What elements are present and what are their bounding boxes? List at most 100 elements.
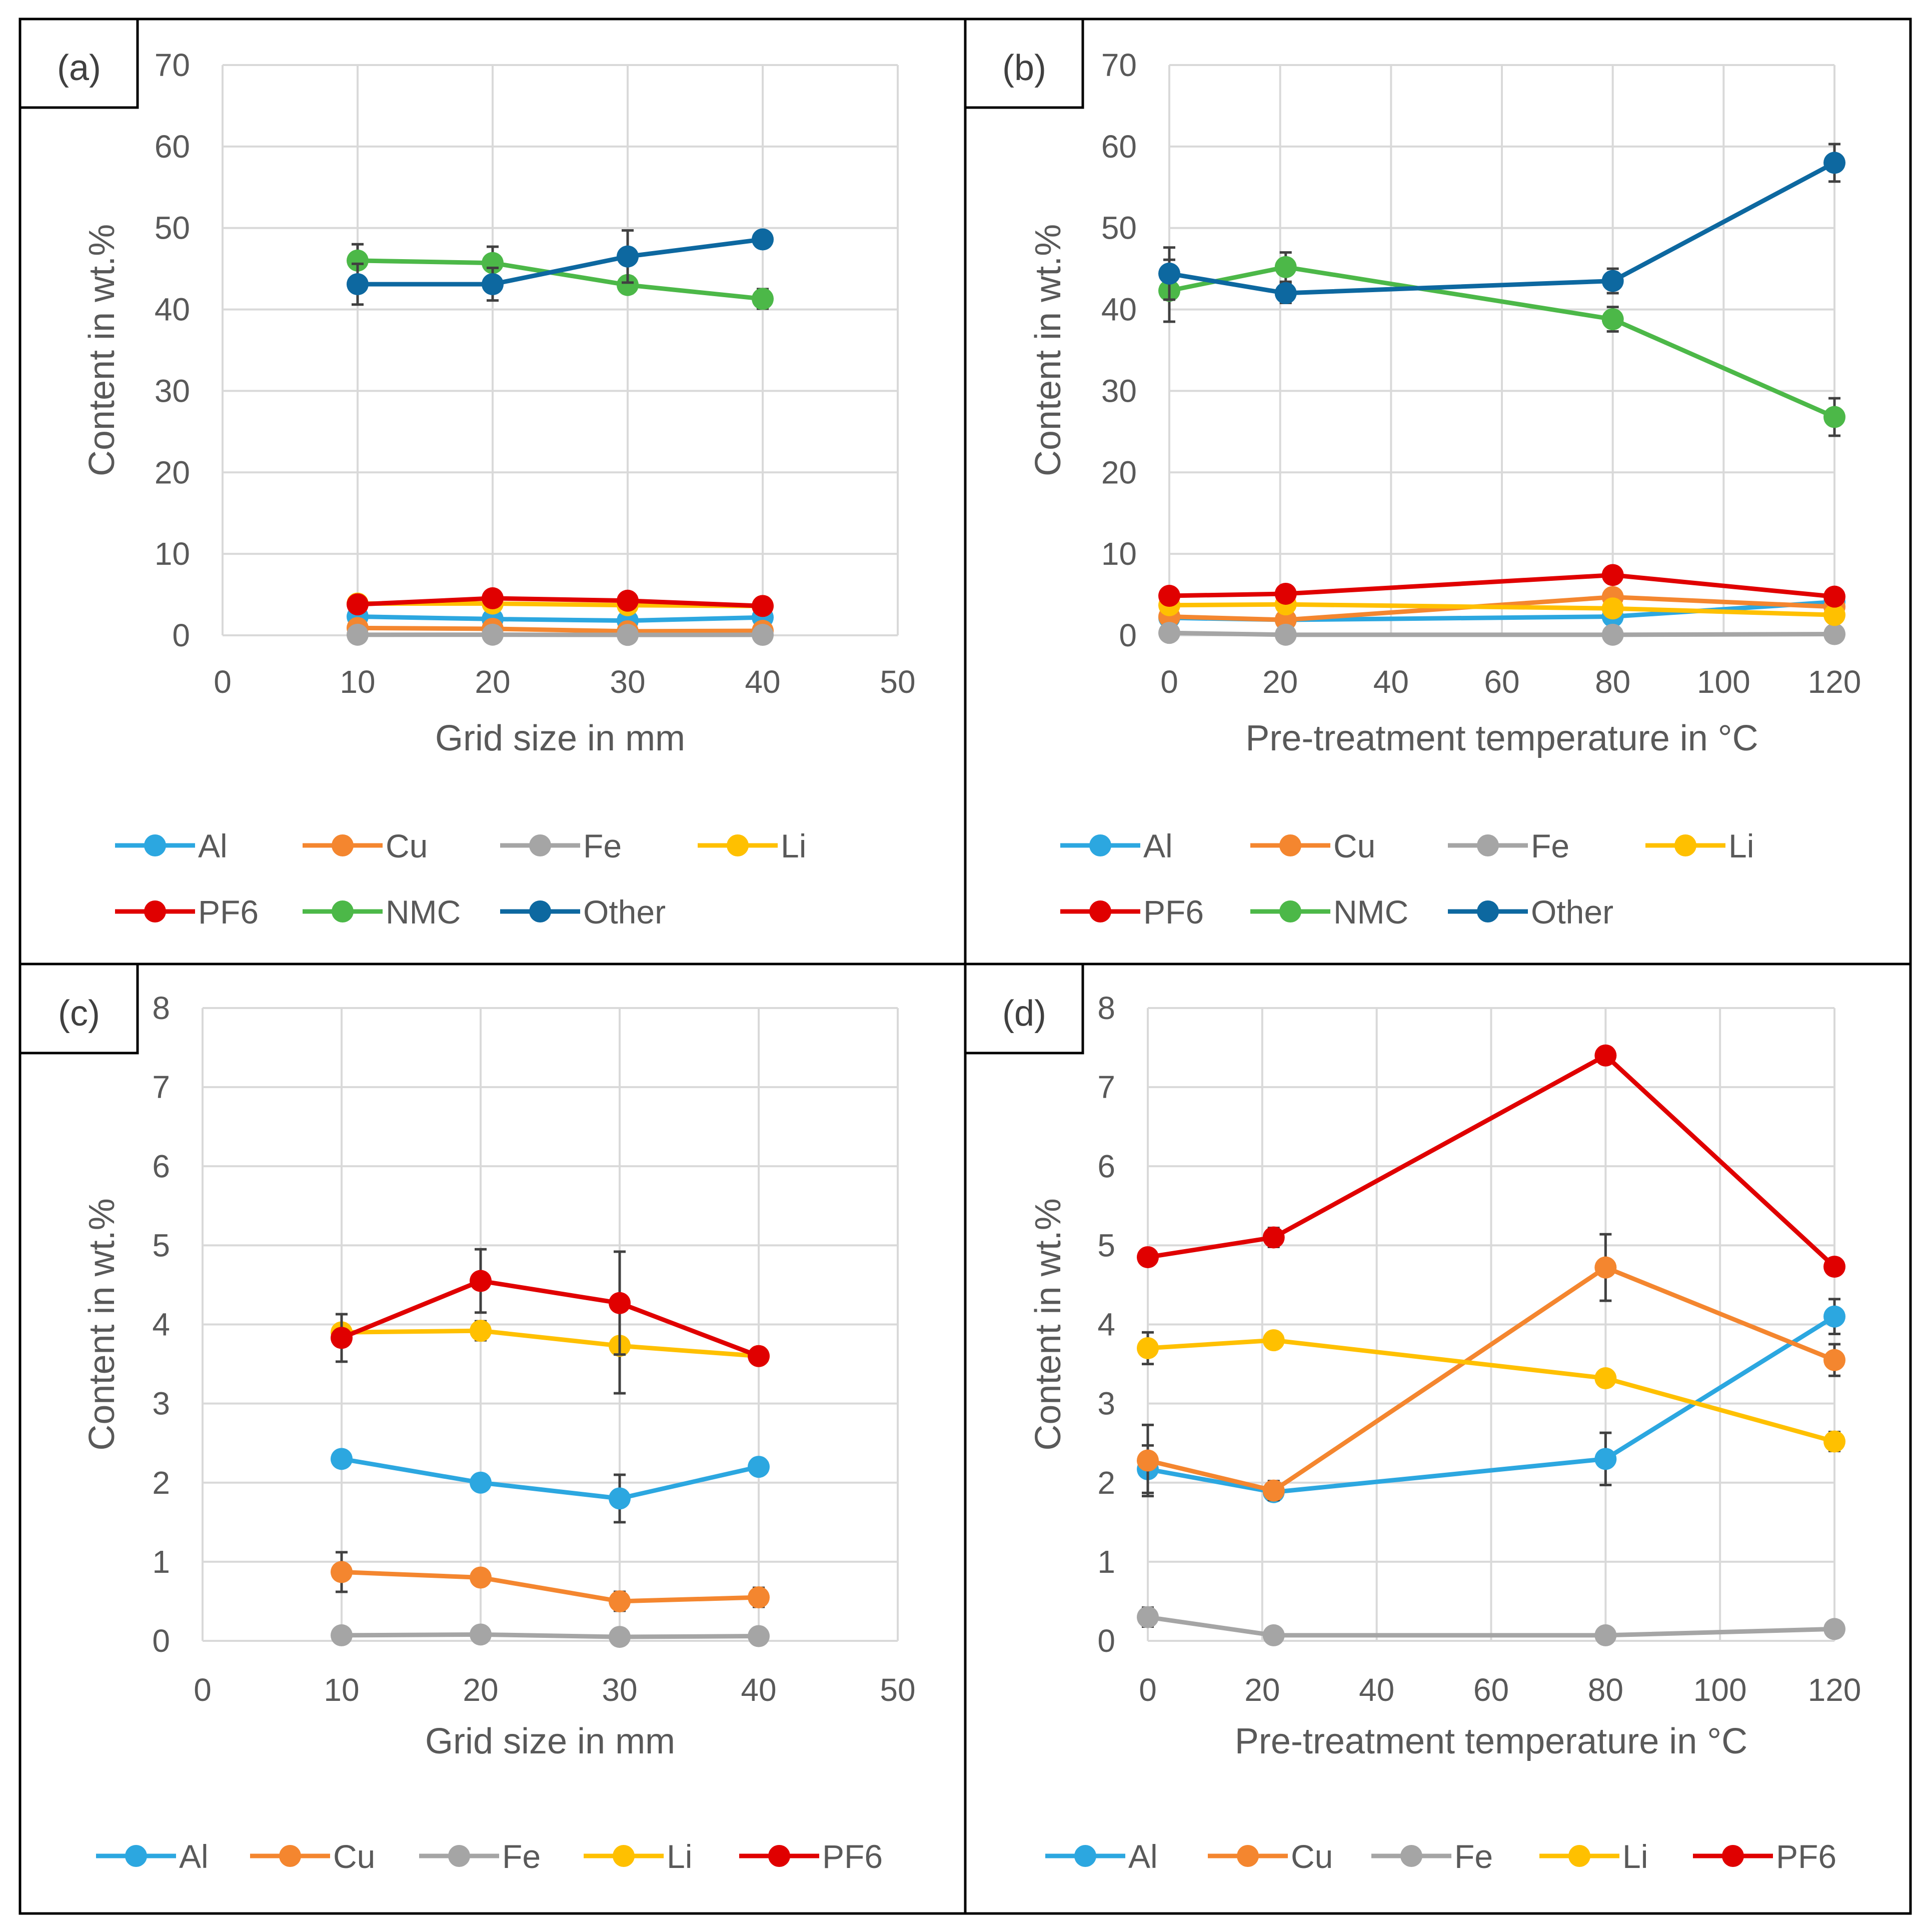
data-point (1594, 1367, 1617, 1390)
panel-b: 0 20 40 60 80 100 120 0 10 20 30 40 50 60 70 Pre-treatm… (964, 18, 1912, 965)
data-point (752, 595, 774, 617)
legend-label: PF6 (198, 893, 259, 930)
data-point (470, 1471, 492, 1494)
data-point (1137, 1606, 1159, 1628)
legend-label: Li (1728, 827, 1754, 864)
data-point (748, 1456, 770, 1478)
y-tick-label: 30 (155, 373, 190, 409)
y-tick-label: 0 (172, 617, 190, 653)
data-point (748, 1625, 770, 1647)
x-tick-label: 80 (1588, 1672, 1623, 1708)
y-tick-label: 1 (152, 1544, 170, 1580)
y-tick-label: 40 (1101, 292, 1137, 328)
legend-label: Al (179, 1838, 209, 1875)
data-point (1823, 1256, 1845, 1278)
data-point (482, 273, 504, 296)
data-point (347, 273, 369, 296)
legend-label: PF6 (1776, 1838, 1836, 1875)
data-point (1262, 1329, 1285, 1352)
series-NMC (347, 243, 774, 310)
y-tick-label: 7 (1097, 1069, 1115, 1105)
series-Fe (1137, 1606, 1845, 1646)
data-point (1594, 1256, 1617, 1279)
panel-border (964, 962, 1912, 1915)
panel-tag-box (964, 18, 1084, 109)
y-tick-label: 40 (155, 292, 190, 328)
data-point (1601, 270, 1624, 292)
x-tick-label: 20 (463, 1672, 498, 1708)
series-NMC (1158, 251, 1845, 437)
data-point (1137, 1449, 1159, 1472)
legend-swatch-marker (529, 834, 551, 856)
legend-swatch-marker (768, 1845, 790, 1867)
legend-label: Cu (386, 827, 428, 864)
series-Fe (1158, 622, 1845, 646)
panel-tag-box (19, 962, 139, 1055)
series-Cu (1137, 1233, 1845, 1502)
y-axis-title: Content in wt.% (82, 1198, 122, 1450)
y-tick-label: 30 (1101, 373, 1137, 409)
series-line (1169, 630, 1835, 637)
panel-tag-box (19, 18, 139, 109)
x-tick-label: 50 (880, 1672, 915, 1708)
legend-swatch-marker (529, 900, 551, 922)
data-point (617, 589, 639, 612)
legend-swatch-marker (1089, 834, 1111, 856)
data-point (1262, 1226, 1285, 1249)
data-point (1594, 1044, 1617, 1067)
series-Fe (347, 623, 774, 646)
x-axis-title: Pre-treatment temperature in °C (1235, 1721, 1747, 1761)
y-tick-label: 4 (152, 1307, 170, 1343)
y-tick-label: 10 (155, 536, 190, 572)
series-PF6 (331, 1248, 770, 1367)
data-point (1594, 1624, 1617, 1646)
x-tick-label: 0 (214, 664, 232, 700)
series-Fe (331, 1623, 770, 1648)
y-axis-title: Content in wt.% (82, 224, 122, 476)
legend-swatch-marker (1722, 1845, 1744, 1867)
x-tick-label: 0 (194, 1672, 212, 1708)
y-tick-label: 70 (155, 47, 190, 83)
data-point (470, 1320, 492, 1342)
y-tick-label: 7 (152, 1069, 170, 1105)
data-point (617, 624, 639, 646)
data-point (347, 249, 369, 272)
series-line (1147, 1314, 1836, 1495)
y-axis-title: Content in wt.% (1028, 224, 1068, 476)
data-point (1823, 604, 1845, 626)
data-point (482, 587, 504, 609)
data-point (470, 1270, 492, 1292)
y-tick-label: 8 (152, 990, 170, 1026)
data-point (470, 1566, 492, 1589)
x-tick-label: 120 (1808, 1672, 1861, 1708)
data-point (748, 1345, 770, 1367)
series-Other (1158, 143, 1845, 305)
legend-swatch-marker (1400, 1845, 1422, 1867)
legend-swatch-marker (144, 834, 166, 856)
legend-swatch-marker (332, 900, 354, 922)
series-line (358, 237, 763, 287)
x-tick-label: 40 (1359, 1672, 1394, 1708)
series-line (357, 614, 763, 623)
series-Other (347, 228, 774, 306)
x-tick-label: 0 (1139, 1672, 1157, 1708)
legend-swatch-marker (1568, 1845, 1590, 1867)
legend-swatch-marker (332, 834, 354, 856)
y-tick-label: 3 (152, 1386, 170, 1422)
data-point (331, 1327, 353, 1349)
legend-swatch-marker (1089, 900, 1111, 922)
x-tick-label: 120 (1808, 664, 1861, 700)
x-tick-label: 40 (745, 664, 780, 700)
legend-label: Al (1143, 827, 1173, 864)
data-point (609, 1626, 631, 1648)
x-tick-label: 60 (1473, 1672, 1509, 1708)
y-tick-label: 50 (1101, 210, 1137, 246)
series-PF6 (347, 587, 774, 617)
data-point (1158, 585, 1180, 607)
legend-label: Al (198, 827, 228, 864)
y-tick-label: 5 (152, 1227, 170, 1263)
data-point (470, 1623, 492, 1646)
data-point (331, 1561, 353, 1583)
